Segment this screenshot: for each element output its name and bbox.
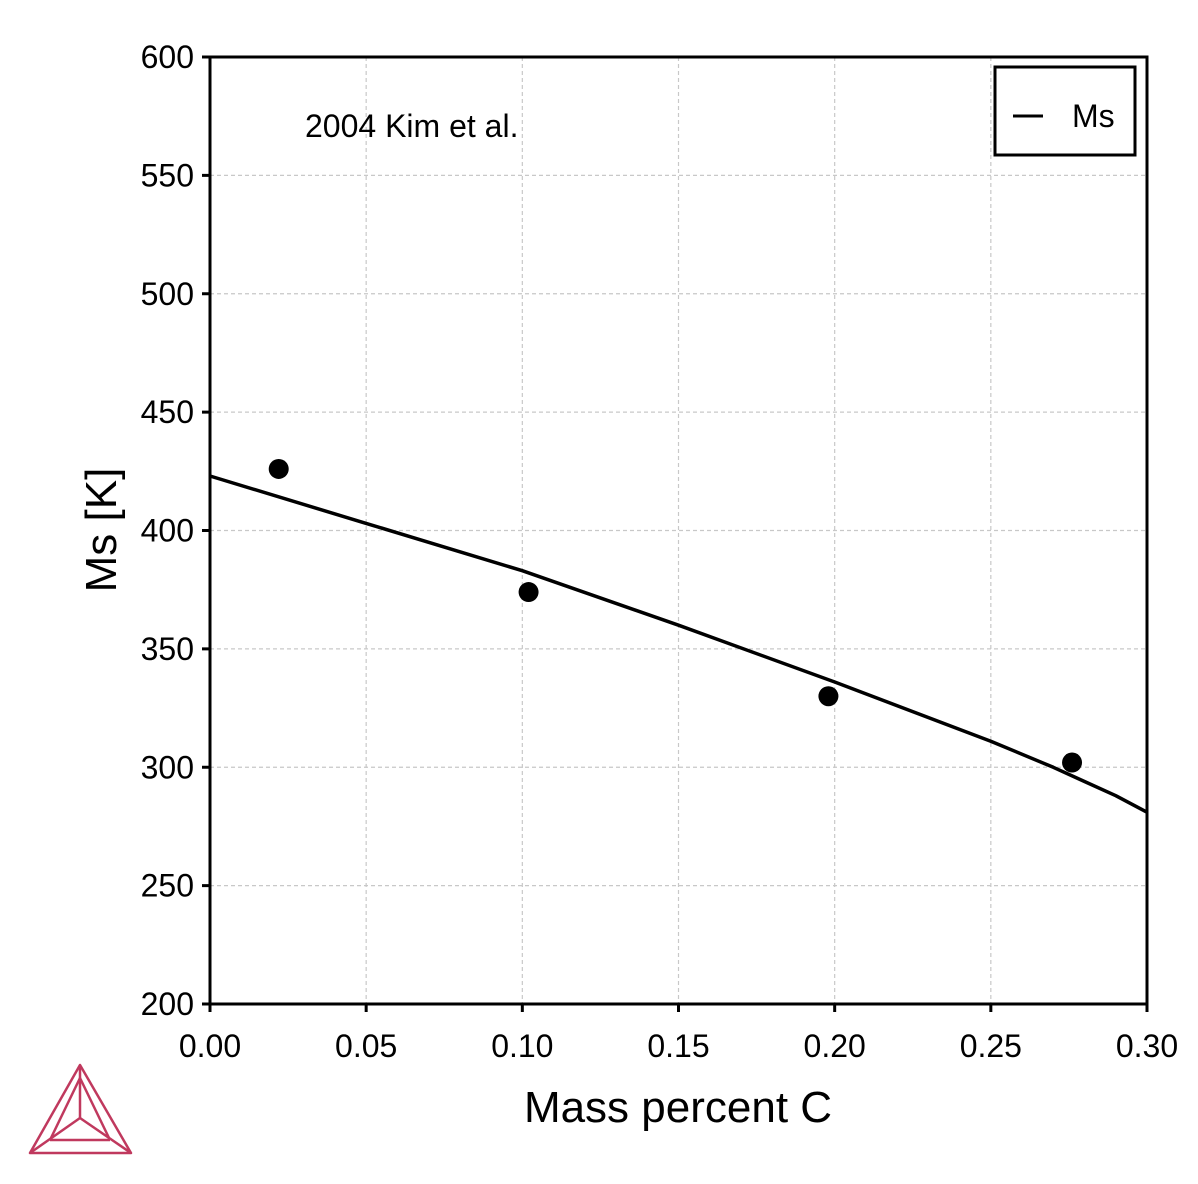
- line-series-layer: [209, 474, 1148, 814]
- x-tick-label: 0.20: [804, 1028, 866, 1064]
- y-tick-label: 350: [141, 631, 194, 667]
- x-tick-label: 0.30: [1116, 1028, 1178, 1064]
- x-axis-title: Mass percent C: [524, 1083, 832, 1132]
- grid: [210, 57, 1147, 1004]
- y-axis-title: Ms [K]: [77, 468, 126, 593]
- thermo-calc-triangle-logo-icon: [28, 1063, 133, 1155]
- y-tick-label: 600: [141, 39, 194, 75]
- ms-line: [209, 474, 1148, 814]
- y-tick-label: 500: [141, 276, 194, 312]
- axis-ticks: 0.00 0.05 0.10 0.15 0.20 0.25 0.30 200 250 300 350…: [141, 39, 1179, 1064]
- scatter-series-layer: [268, 458, 1083, 773]
- legend: Ms: [993, 65, 1137, 157]
- y-tick-label: 300: [141, 749, 194, 785]
- y-tick-label: 550: [141, 157, 194, 193]
- data-point: [1062, 752, 1083, 773]
- data-point: [518, 582, 539, 603]
- y-tick-label: 250: [141, 868, 194, 904]
- x-tick-label: 0.05: [335, 1028, 397, 1064]
- x-tick-label: 0.25: [960, 1028, 1022, 1064]
- x-tick-label: 0.15: [647, 1028, 709, 1064]
- y-tick-label: 400: [141, 513, 194, 549]
- legend-label-ms: Ms: [1072, 98, 1115, 134]
- data-point: [268, 458, 289, 479]
- y-tick-label: 450: [141, 394, 194, 430]
- x-tick-label: 0.10: [491, 1028, 553, 1064]
- annotation-text: 2004 Kim et al.: [305, 108, 518, 144]
- legend-box: [993, 65, 1137, 157]
- y-tick-label: 200: [141, 986, 194, 1022]
- data-point: [818, 686, 839, 707]
- x-tick-label: 0.00: [179, 1028, 241, 1064]
